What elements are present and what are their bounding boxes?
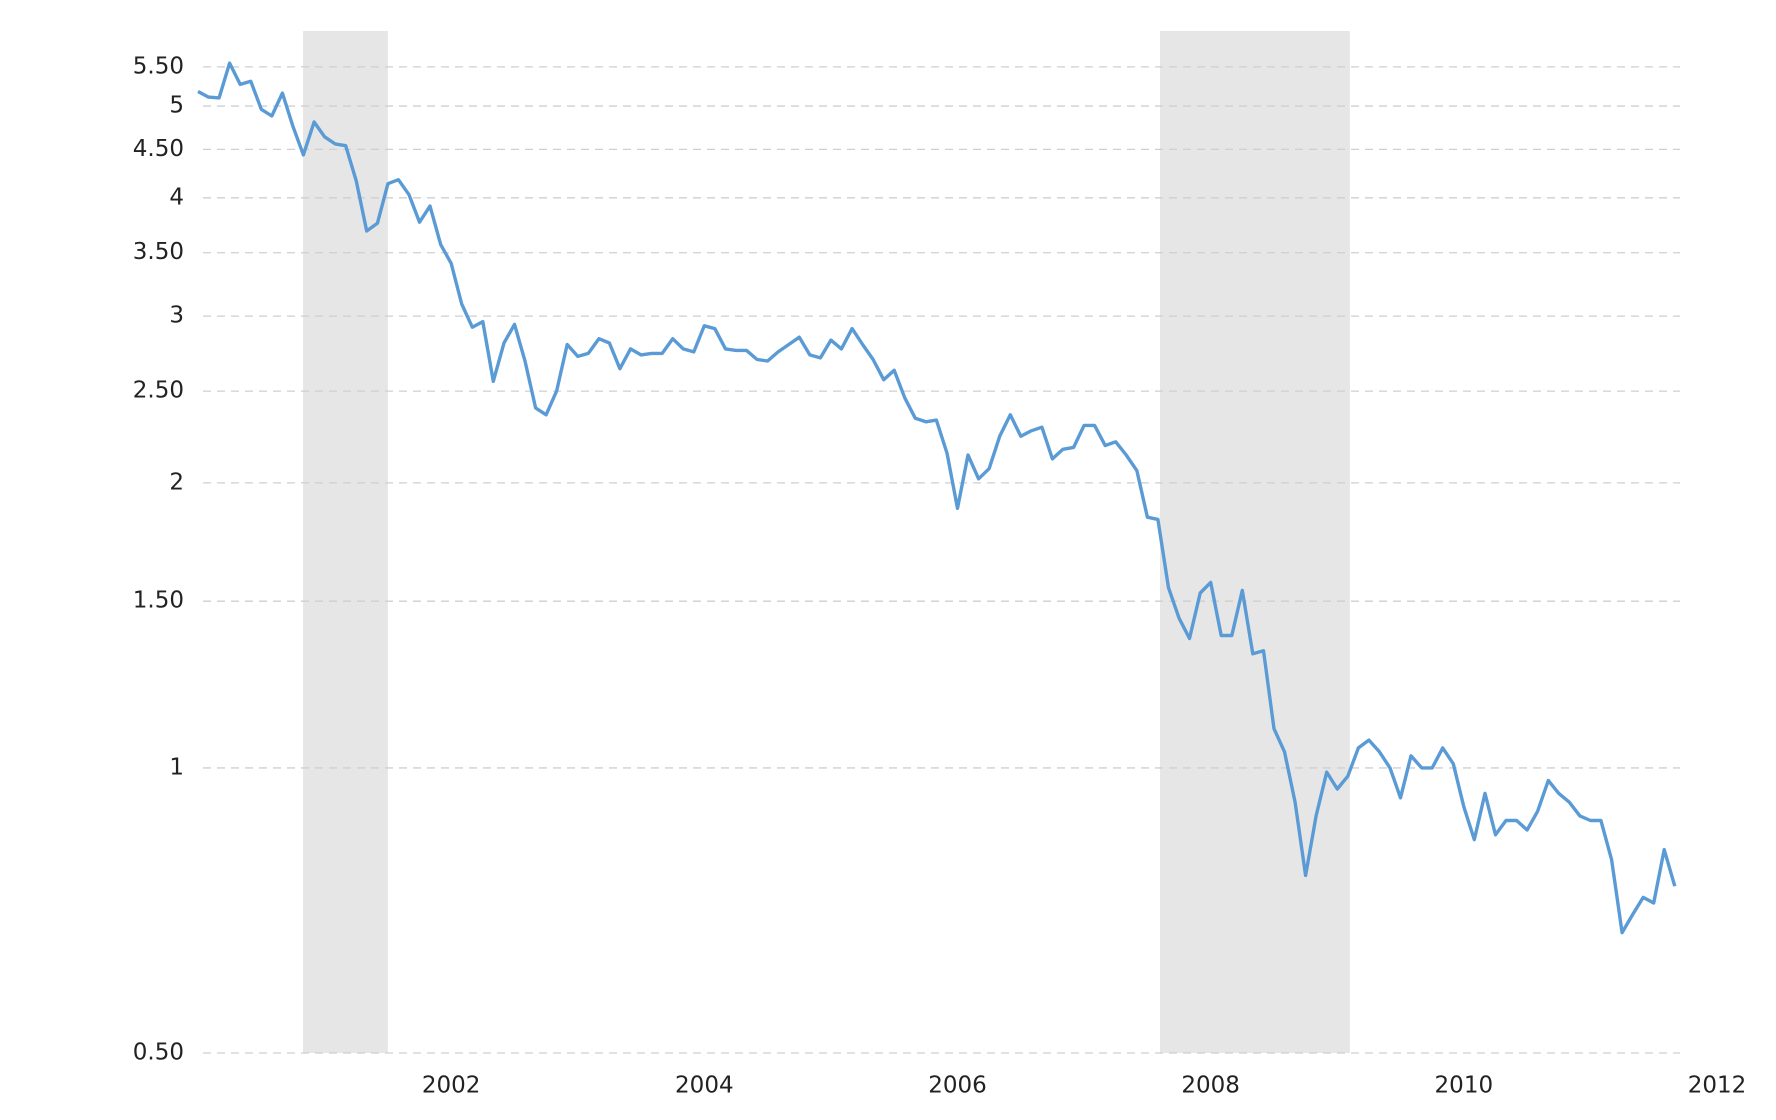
y-tick-label: 4 [169,184,184,210]
recession-band [1160,31,1350,1053]
x-tick-label: 2008 [1181,1073,1240,1099]
x-tick-label: 2012 [1688,1073,1747,1099]
x-tick-label: 2004 [675,1073,734,1099]
x-tick-label: 2006 [928,1073,987,1099]
y-tick-label: 5.50 [133,53,184,79]
x-tick-label: 2002 [422,1073,481,1099]
x-tick-label: 2010 [1435,1073,1494,1099]
y-tick-label: 2.50 [133,378,184,404]
data-line [197,61,1677,935]
y-tick-label: 3 [169,303,184,329]
y-tick-label: 1 [169,754,184,780]
recession-band [303,31,388,1053]
y-tick-label: 0.50 [133,1040,184,1066]
y-tick-label: 5 [169,93,184,119]
y-tick-label: 4.50 [133,136,184,162]
y-tick-label: 1.50 [133,588,184,614]
y-tick-label: 2 [169,469,184,495]
y-tick-label: 3.50 [133,239,184,265]
